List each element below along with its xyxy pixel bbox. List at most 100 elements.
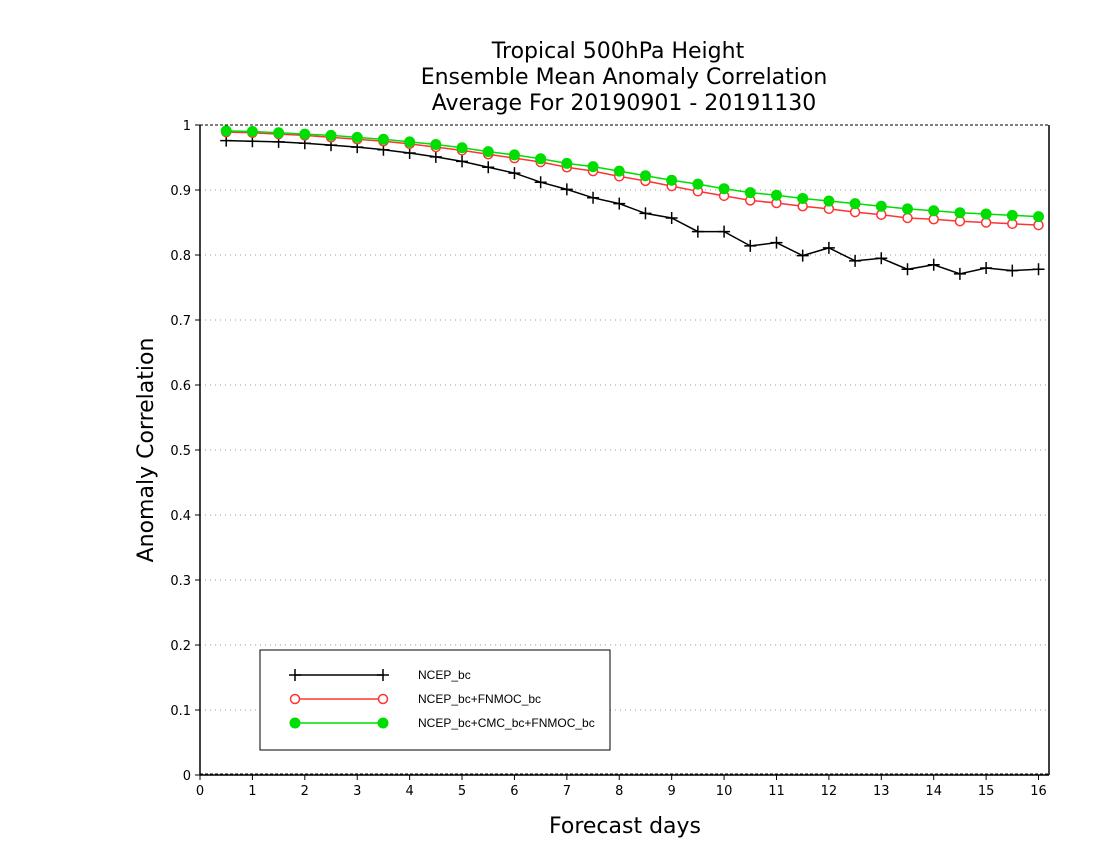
series-point <box>691 225 704 238</box>
x-tick-label: 14 <box>925 784 942 799</box>
series-point <box>273 127 285 139</box>
x-tick-label: 11 <box>768 784 785 799</box>
series-line <box>226 139 1039 275</box>
series-point <box>796 249 809 262</box>
series <box>220 125 1045 280</box>
series-point <box>587 191 600 204</box>
legend-swatch-marker <box>289 717 301 729</box>
tick-labels: 00.10.20.30.40.50.60.70.80.910 1 2 3 4 5 6 7 8 9 1… <box>170 119 1046 799</box>
x-tick-label: 3 <box>353 784 361 799</box>
y-tick-label: 0.6 <box>170 379 191 394</box>
series-point <box>718 225 731 238</box>
y-tick-label: 0.5 <box>170 444 191 459</box>
series-point <box>613 165 625 177</box>
series-point <box>822 241 835 254</box>
series-point <box>404 136 416 148</box>
y-tick-label: 0.9 <box>170 184 191 199</box>
series-point <box>901 263 914 276</box>
series-line <box>226 130 1039 218</box>
x-tick-label: 9 <box>668 784 676 799</box>
y-tick-label: 0.4 <box>170 509 191 524</box>
title-line-2: Ensemble Mean Anomaly Correlation <box>421 65 828 90</box>
x-tick-label: 1 <box>248 784 256 799</box>
series-point <box>534 176 547 189</box>
series-point <box>849 254 862 267</box>
chart-title: Tropical 500hPa Height Ensemble Mean Ano… <box>421 39 828 116</box>
legend-swatch-marker <box>377 717 389 729</box>
series-point <box>927 258 940 271</box>
series-point <box>560 183 573 196</box>
series-point <box>902 212 913 224</box>
series-point <box>797 192 809 204</box>
axes <box>195 124 1050 780</box>
y-axis-label: Anomaly Correlation <box>134 338 159 563</box>
series-point <box>849 198 861 210</box>
y-tick-label: 0 <box>183 769 191 784</box>
legend-label: NCEP_bc+FNMOC_bc <box>418 692 541 706</box>
series-point <box>535 153 547 165</box>
series-point <box>246 126 258 137</box>
legend-swatch-marker <box>377 669 389 681</box>
series-point <box>744 239 757 252</box>
series-point <box>770 236 783 249</box>
legend-swatch-marker <box>289 669 301 681</box>
title-line-3: Average For 20190901 - 20191130 <box>432 91 817 116</box>
series-2 <box>220 125 1045 223</box>
series-point <box>666 174 678 186</box>
series-point <box>639 170 651 182</box>
x-tick-label: 6 <box>510 784 518 799</box>
x-tick-label: 16 <box>1030 784 1047 799</box>
x-tick-label: 13 <box>873 784 890 799</box>
series-point <box>299 128 311 140</box>
series-point <box>351 131 363 143</box>
series-point <box>561 157 573 169</box>
series-point <box>1032 263 1045 276</box>
series-point <box>508 149 520 161</box>
x-tick-label: 15 <box>978 784 995 799</box>
series-point <box>429 150 442 163</box>
series-point <box>482 161 495 174</box>
series-point <box>325 129 337 141</box>
legend-swatch-marker <box>289 693 301 705</box>
series-point <box>456 142 468 154</box>
series-point <box>770 189 782 201</box>
series-point <box>430 139 442 150</box>
series-point <box>875 252 888 265</box>
series-point <box>613 197 626 210</box>
series-0 <box>220 134 1045 280</box>
series-point <box>953 267 966 280</box>
y-tick-label: 0.2 <box>170 639 191 654</box>
legend-label: NCEP_bc <box>418 668 471 682</box>
series-point <box>902 203 913 215</box>
series-point <box>954 207 966 219</box>
legend-label: NCEP_bc+CMC_bc+FNMOC_bc <box>418 716 595 730</box>
grid <box>200 124 1049 711</box>
x-tick-label: 10 <box>716 784 733 799</box>
series-point <box>220 125 232 137</box>
x-tick-label: 7 <box>563 784 571 799</box>
series-point <box>875 200 887 212</box>
series-1 <box>220 126 1044 231</box>
x-tick-label: 5 <box>458 784 466 799</box>
series-point <box>377 133 389 145</box>
series-point <box>1006 264 1019 277</box>
series-point <box>980 208 992 220</box>
series-point <box>692 178 704 190</box>
series-point <box>456 155 469 168</box>
series-point <box>718 183 730 195</box>
y-tick-label: 1 <box>183 119 191 134</box>
x-tick-label: 2 <box>301 784 309 799</box>
series-point <box>928 205 940 217</box>
series-point <box>744 187 756 199</box>
y-tick-label: 0.8 <box>170 249 191 264</box>
series-point <box>1006 209 1018 221</box>
y-tick-label: 0.7 <box>170 314 191 329</box>
series-point <box>639 207 652 220</box>
x-tick-label: 0 <box>196 784 204 799</box>
legend: NCEP_bc NCEP_bc+FNMOC_bc NCEP_bc+CMC_bc+FN… <box>259 649 611 751</box>
series-point <box>665 211 678 224</box>
x-tick-label: 4 <box>405 784 413 799</box>
series-point <box>587 161 599 173</box>
legend-box <box>259 649 611 751</box>
